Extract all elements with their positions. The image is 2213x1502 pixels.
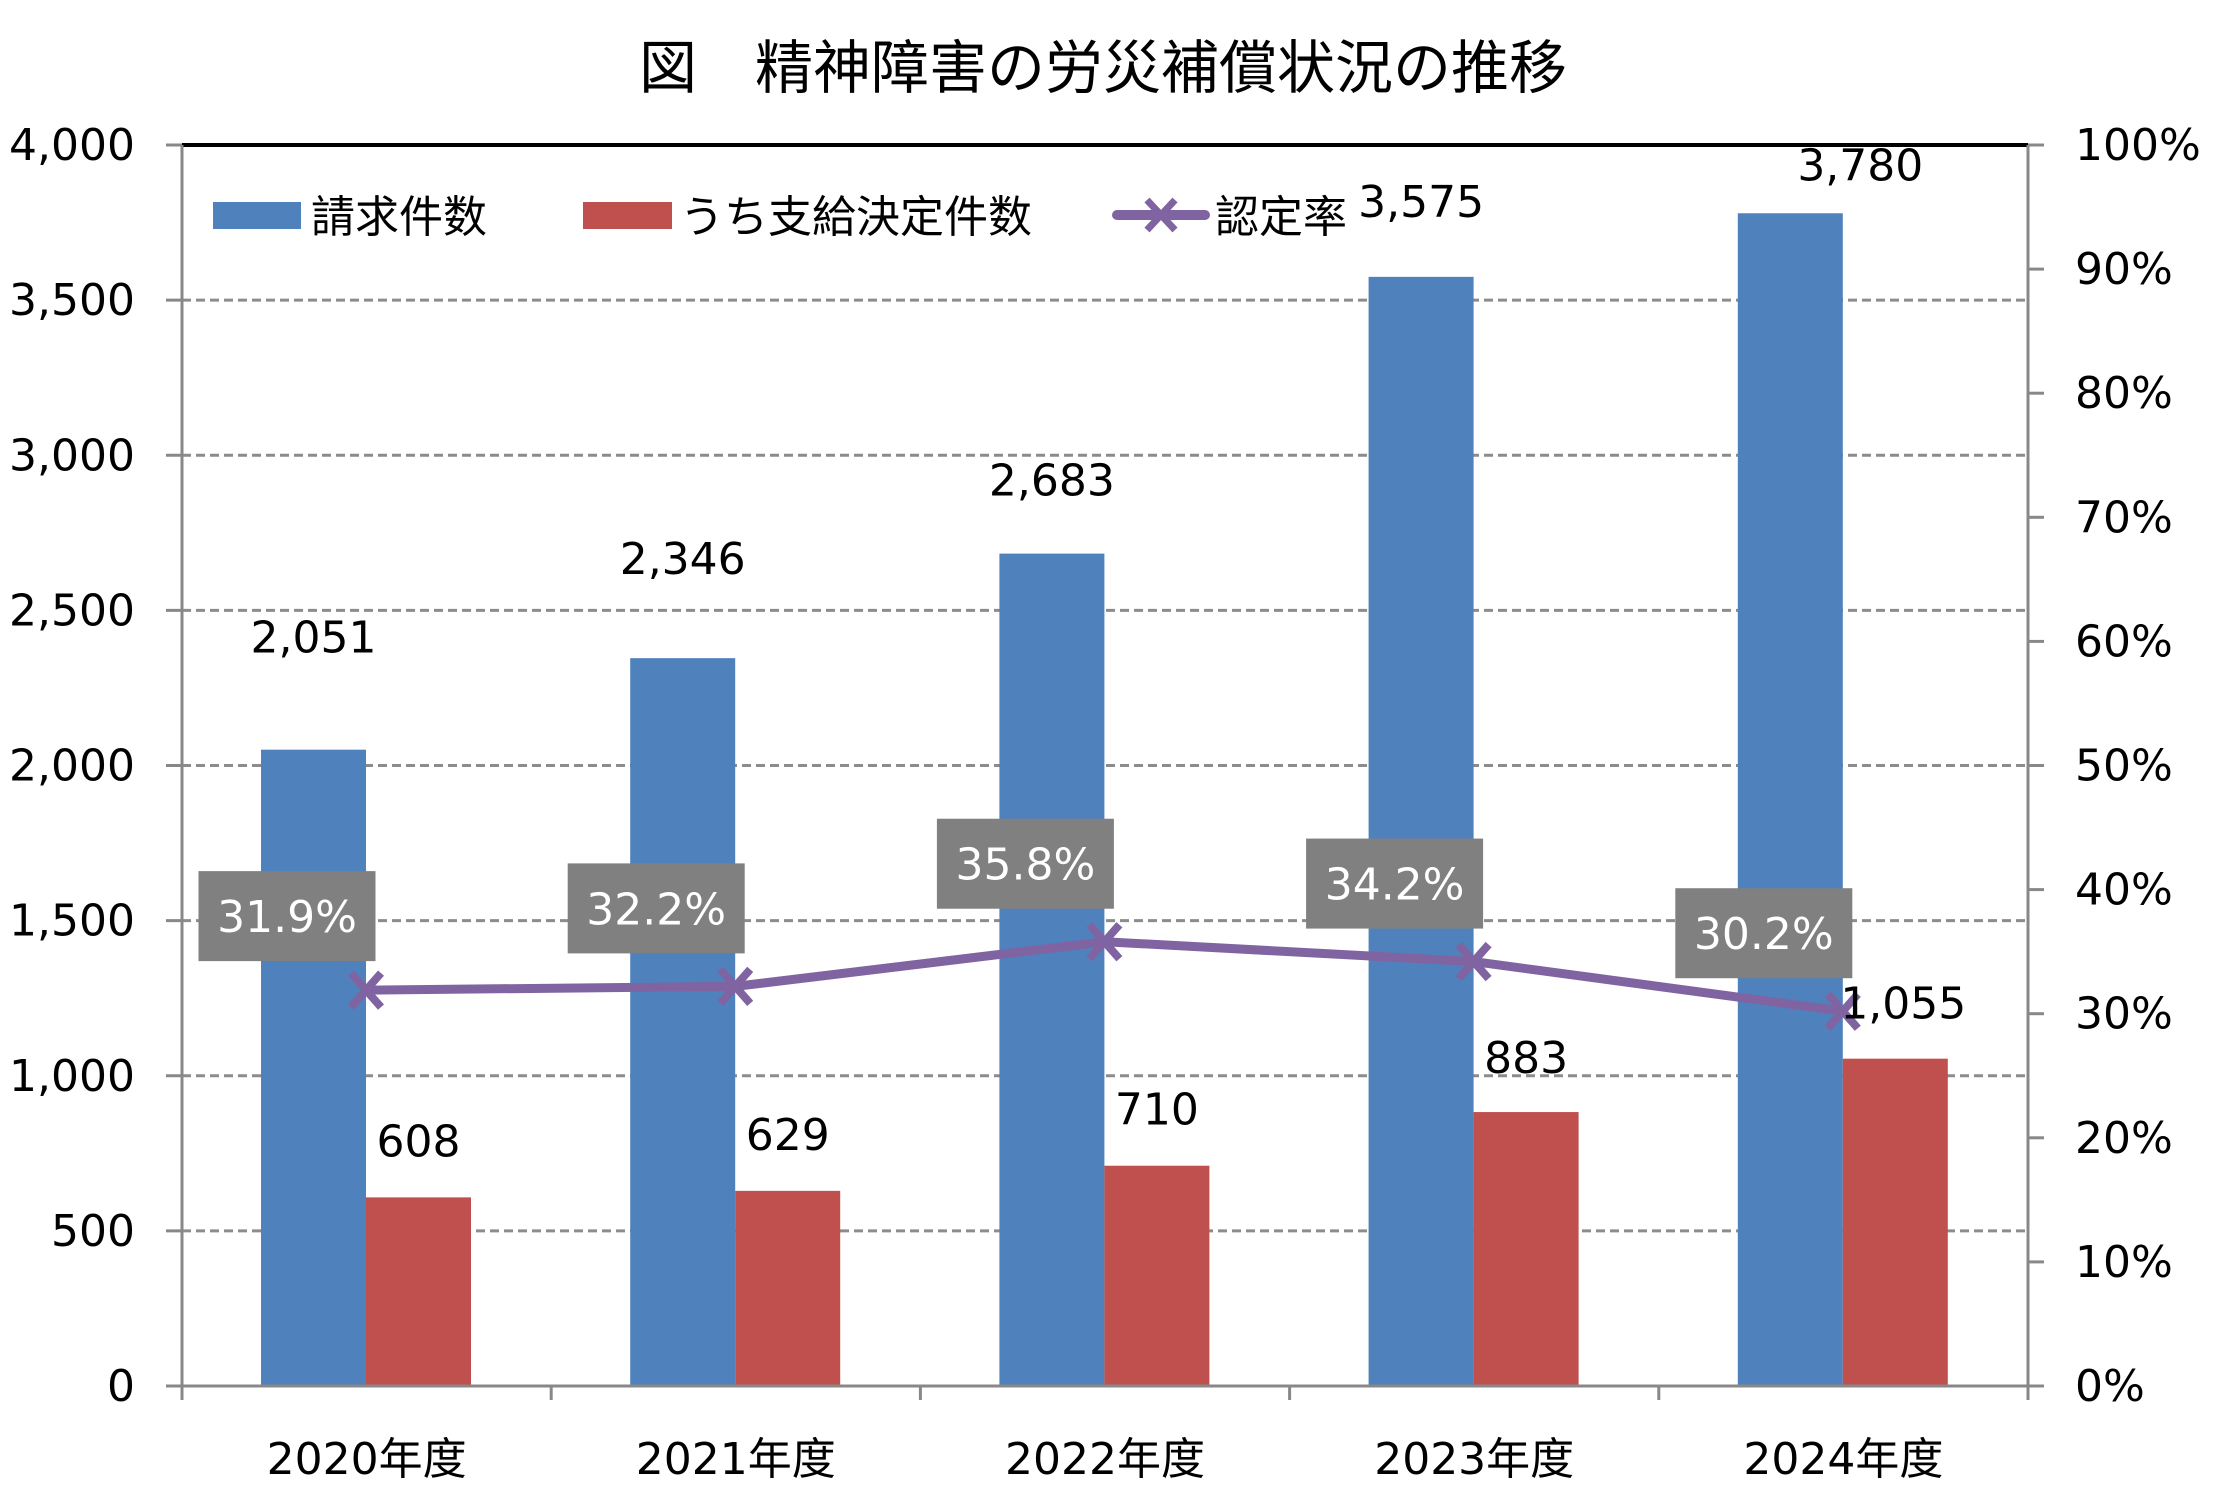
y-left-tick-label: 0 <box>107 1361 135 1412</box>
y-left-tick-label: 4,000 <box>9 120 135 171</box>
bar-claims <box>630 658 736 1386</box>
data-label-claims: 2,683 <box>989 456 1115 507</box>
x-tick-label: 2021年度 <box>636 1434 836 1485</box>
data-label-claims: 3,780 <box>1797 140 1923 191</box>
x-marker-stroke <box>1455 941 1492 982</box>
rate-label-box <box>198 871 376 962</box>
rate-label-box <box>936 818 1114 909</box>
x-tick-label: 2023年度 <box>1374 1434 1574 1485</box>
data-label-claims: 2,051 <box>251 613 377 664</box>
chart-title: 図 精神障害の労災補償状況の推移 <box>639 34 1567 102</box>
y-left-tick-label: 1,000 <box>9 1051 135 1102</box>
bar-approved <box>366 1197 471 1386</box>
rate-line <box>348 922 1861 1031</box>
x-marker-icon <box>1086 922 1123 962</box>
y-right-tick-label: 70% <box>2075 492 2173 543</box>
y-right-tick-label: 20% <box>2075 1113 2173 1164</box>
rate-label-text: 35.8% <box>956 840 1096 891</box>
y-right-tick-label: 80% <box>2075 368 2173 419</box>
y-right-tick-label: 0% <box>2075 1361 2145 1412</box>
bar-approved <box>1104 1165 1210 1386</box>
y-right-tick-label: 30% <box>2075 989 2173 1040</box>
rate-label-text: 31.9% <box>217 892 357 943</box>
rate-label-text: 32.2% <box>586 884 726 935</box>
legend-swatch-claims <box>213 202 301 229</box>
y-right-tick-label: 50% <box>2075 741 2173 792</box>
data-label-rate: 32.2% <box>567 863 745 954</box>
x-tick-label: 2024年度 <box>1743 1434 1943 1485</box>
bar-approved <box>1842 1058 1948 1386</box>
rate-label-box <box>1675 888 1853 979</box>
bar-claims <box>1737 213 1843 1386</box>
legend-swatch-approved <box>583 202 672 229</box>
x-marker-stroke <box>717 966 754 1007</box>
data-labels: 2,051 2,346 2,683 3,575 3,780 608 629 710 883 1,0… <box>198 140 1966 1167</box>
x-marker-icon <box>348 970 384 1010</box>
data-label-rate: 34.2% <box>1306 838 1484 929</box>
x-marker-icon <box>1455 941 1492 982</box>
bar-claims <box>999 553 1105 1386</box>
data-label-approved: 1,055 <box>1840 979 1966 1030</box>
x-marker-stroke <box>1086 922 1123 962</box>
bar-approved <box>735 1190 841 1386</box>
y-right-tick-label: 60% <box>2075 616 2173 667</box>
legend-label-rate: 認定率 <box>1215 192 1347 243</box>
bar-approved <box>1473 1112 1579 1386</box>
y-right-tick-label: 90% <box>2075 244 2173 295</box>
data-label-approved: 883 <box>1484 1033 1568 1084</box>
y-left-tick-label: 2,000 <box>9 741 135 792</box>
y-left-tick-label: 3,000 <box>9 430 135 481</box>
data-label-rate: 31.9% <box>198 871 376 962</box>
legend-x-marker-icon <box>1144 197 1178 233</box>
y-left-tick-label: 2,500 <box>9 585 135 636</box>
y-left-tick-label: 500 <box>51 1206 135 1257</box>
x-tick-label: 2020年度 <box>267 1434 467 1485</box>
axes: 0 500 1,000 1,500 2,000 2,500 3,000 3,500 4,000 0… <box>9 120 2201 1485</box>
data-label-rate: 30.2% <box>1675 888 1853 979</box>
rate-label-text: 30.2% <box>1694 909 1834 960</box>
x-tick-label: 2022年度 <box>1005 1434 1205 1485</box>
legend-label-claims: 請求件数 <box>311 192 487 243</box>
data-label-approved: 608 <box>377 1116 461 1167</box>
y-left-tick-label: 3,500 <box>9 275 135 326</box>
legend-label-approved: うち支給決定件数 <box>680 192 1032 243</box>
bars <box>261 213 1948 1387</box>
rate-label-box <box>1306 838 1484 929</box>
rate-label-text: 34.2% <box>1325 860 1465 911</box>
data-label-claims: 3,575 <box>1358 177 1484 228</box>
data-label-rate: 35.8% <box>936 818 1114 909</box>
data-label-approved: 629 <box>746 1110 830 1161</box>
x-marker-icon <box>1824 991 1861 1031</box>
data-label-approved: 710 <box>1115 1085 1199 1136</box>
rate-label-box <box>567 863 745 954</box>
bar-claims <box>261 749 366 1386</box>
x-marker-stroke <box>348 970 384 1010</box>
data-label-claims: 2,346 <box>620 534 746 585</box>
x-marker-icon <box>717 966 754 1007</box>
y-right-tick-label: 100% <box>2075 120 2201 171</box>
y-right-tick-label: 10% <box>2075 1237 2173 1288</box>
y-left-tick-label: 1,500 <box>9 896 135 947</box>
x-marker-stroke <box>1824 991 1861 1031</box>
legend: 請求件数 うち支給決定件数 認定率 <box>213 192 1347 243</box>
y-right-tick-label: 40% <box>2075 865 2173 916</box>
bar-claims <box>1368 276 1474 1387</box>
